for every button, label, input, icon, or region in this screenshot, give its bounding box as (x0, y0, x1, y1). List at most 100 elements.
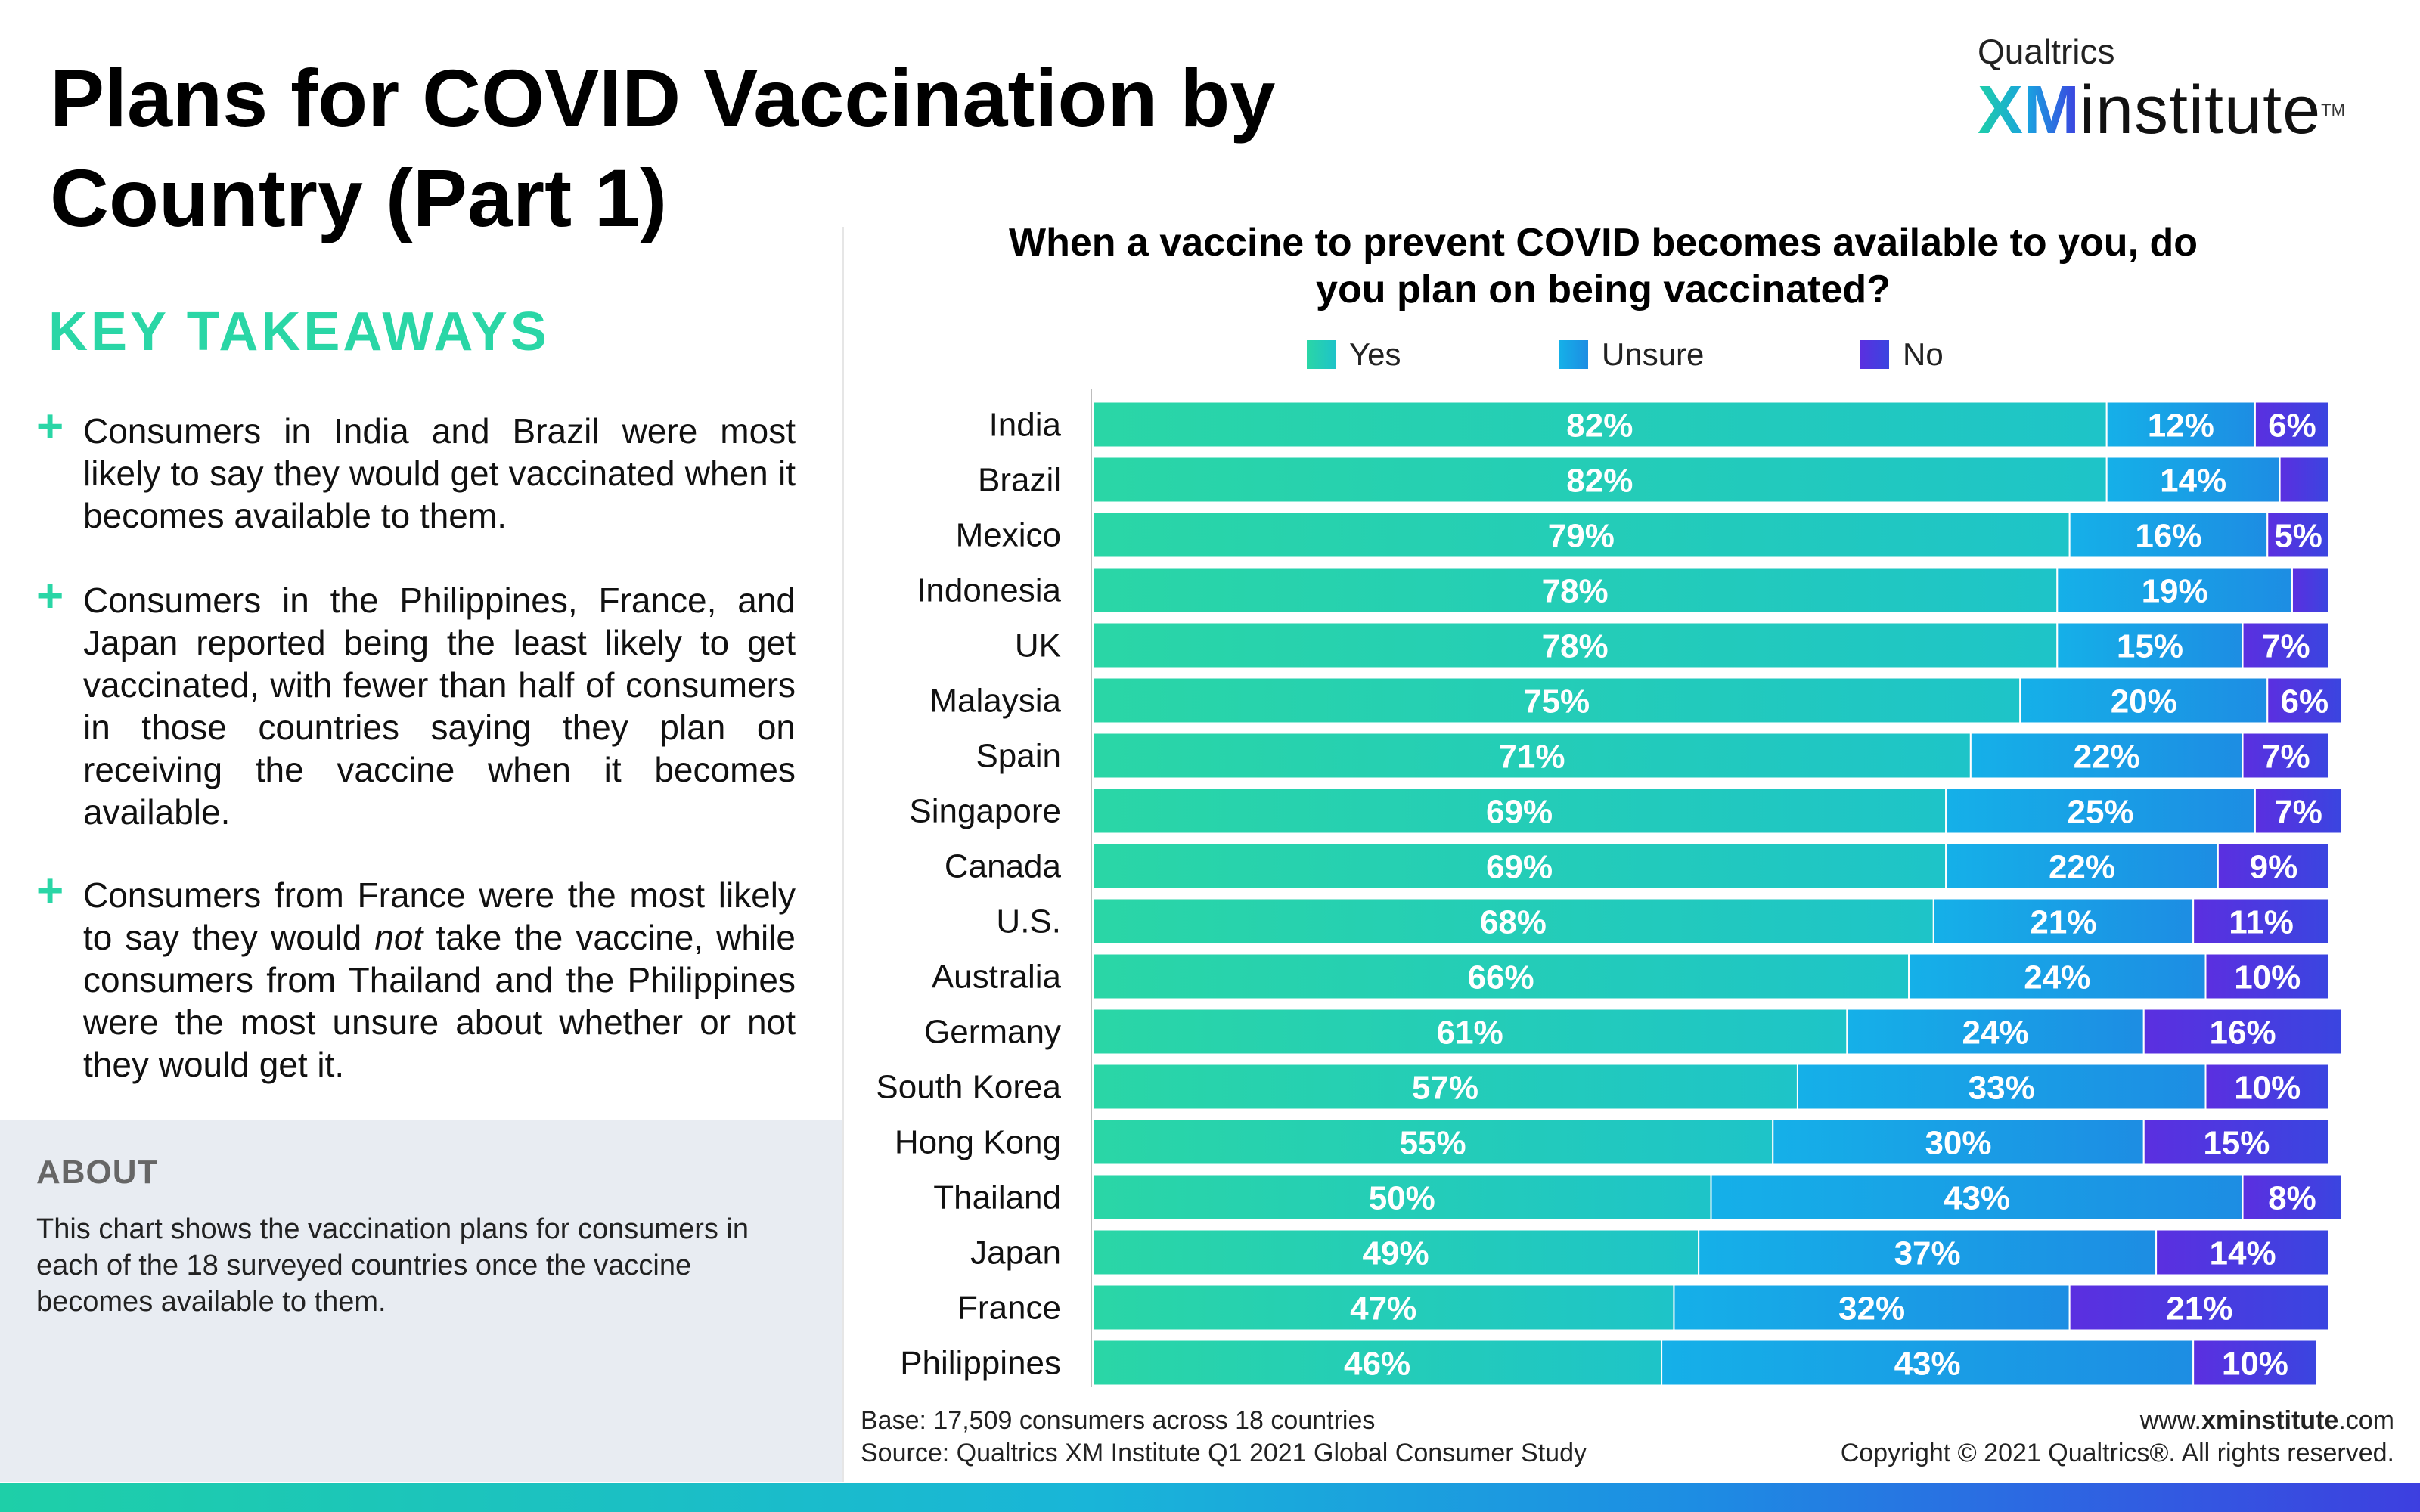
legend-label-yes: Yes (1349, 336, 1401, 372)
category-label: India (989, 407, 1062, 444)
vaccination-bar-chart: India 82% 12% 6% Brazil 82% 14% Mexico 79% 16% 5% I… (876, 389, 2343, 1387)
bar-segment-unsure (2068, 511, 2269, 559)
data-label: 24% (1962, 1015, 2029, 1052)
bar-segment-yes (1092, 511, 2071, 559)
bar-segment-unsure (1661, 1339, 2195, 1387)
copyright: Copyright © 2021 Qualtrics®. All rights … (1840, 1439, 2394, 1467)
bar-segment-yes (1092, 456, 2108, 503)
data-label: 82% (1566, 407, 1633, 445)
category-label: Japan (970, 1235, 1061, 1272)
data-label: 66% (1468, 959, 1534, 996)
data-label: 15% (2117, 628, 2183, 665)
category-label: Indonesia (917, 572, 1061, 609)
category-label: Spain (976, 738, 1061, 775)
brand-trademark: TM (2321, 101, 2345, 119)
bar-segment-no (2266, 677, 2343, 724)
legend-item-unsure: Unsure (1559, 336, 1704, 373)
takeaway-emphasis: not (374, 918, 424, 957)
bar-segment-no (2142, 1118, 2330, 1166)
footer-right: www.xminstitute.com Copyright © 2021 Qua… (1841, 1405, 2394, 1470)
bar-segment-yes (1092, 1339, 1663, 1387)
data-label: 71% (1498, 739, 1565, 776)
data-label: 10% (2234, 1070, 2301, 1107)
data-label: 49% (1363, 1235, 1429, 1272)
legend-label-unsure: Unsure (1602, 336, 1705, 372)
bar-segment-yes (1092, 787, 1947, 835)
bar-segment-yes (1092, 1228, 1700, 1276)
brand-company: Qualtrics (1978, 32, 2115, 71)
bar-segment-no (2291, 566, 2330, 614)
category-label: U.S. (996, 903, 1061, 940)
category-label: Singapore (909, 793, 1061, 830)
data-label: 10% (2222, 1346, 2288, 1383)
data-label: 22% (2049, 849, 2115, 886)
bar-segment-no (2254, 787, 2343, 835)
data-label: 7% (2274, 794, 2322, 831)
data-label: 10% (2234, 959, 2301, 996)
bar-segment-no (2192, 897, 2331, 945)
bar-segment-no (2155, 1228, 2330, 1276)
takeaway-text: Consumers in the Philippines, France, an… (83, 581, 796, 832)
data-label: 6% (2281, 683, 2329, 720)
data-label: 69% (1486, 794, 1553, 831)
data-label: 25% (2067, 794, 2133, 831)
website-link[interactable]: www.xminstitute.com (2139, 1406, 2394, 1435)
bar-segment-no (2068, 1284, 2331, 1331)
bar-segment-yes (1092, 732, 1972, 779)
about-text: This chart shows the vaccination plans f… (36, 1213, 749, 1318)
about-heading: ABOUT (36, 1154, 159, 1191)
data-label: 79% (1548, 518, 1615, 555)
category-label: Malaysia (929, 683, 1061, 720)
bar-segment-unsure (1673, 1284, 2071, 1331)
data-label: 47% (1350, 1290, 1416, 1328)
bar-segment-no (2204, 1063, 2330, 1111)
legend-swatch-no (1860, 340, 1889, 369)
legend-swatch-yes (1307, 340, 1336, 369)
bar-segment-unsure (1796, 1063, 2207, 1111)
data-label: 9% (2250, 849, 2298, 886)
category-label: Australia (932, 959, 1062, 996)
data-label: 7% (2262, 739, 2310, 776)
takeaway-item: + Consumers from France were the most li… (36, 868, 796, 1086)
legend-label-no: No (1903, 336, 1944, 372)
bar-segment-yes (1092, 897, 1934, 945)
bar-segment-no (2204, 953, 2330, 1000)
data-label: 6% (2268, 407, 2316, 445)
brand-institute: institute (2080, 73, 2322, 148)
bar-segment-yes (1092, 621, 2059, 669)
footnote-source: Source: Qualtrics XM Institute Q1 2021 G… (861, 1439, 1587, 1467)
bar-segment-unsure (1710, 1173, 2244, 1221)
chart-title: When a vaccine to prevent COVID becomes … (1009, 221, 2198, 311)
data-label: 78% (1542, 628, 1609, 665)
bar-segment-yes (1092, 1118, 1774, 1166)
category-label: Germany (924, 1014, 1061, 1051)
bar-segment-no (2217, 842, 2330, 890)
plus-icon: + (36, 865, 64, 917)
data-label: 11% (2229, 904, 2294, 941)
bar-segment-yes (1092, 1008, 1848, 1055)
bar-segment-no (2192, 1339, 2318, 1387)
data-label: 43% (1944, 1180, 2010, 1217)
page-title: Plans for COVID Vaccination by Country (… (50, 52, 1276, 243)
category-label: Thailand (933, 1179, 1061, 1216)
key-takeaways-heading: KEY TAKEAWAYS (48, 302, 550, 362)
data-label: 50% (1369, 1180, 1435, 1217)
takeaway-text-before: Consumers from France were the most like… (83, 875, 796, 957)
bar-segment-no (2242, 732, 2331, 779)
takeaway-item: + Consumers in the Philippines, France, … (36, 573, 796, 833)
data-label: 55% (1400, 1125, 1466, 1162)
data-label: 57% (1412, 1070, 1478, 1107)
bar-segment-unsure (2105, 456, 2281, 503)
data-label: 32% (1838, 1290, 1905, 1328)
brand-wordmark: XMinstituteTM (1978, 74, 2371, 147)
plus-icon: + (36, 401, 64, 453)
bottom-gradient-bar (0, 1483, 2420, 1512)
takeaway-text: Consumers from France were the most like… (83, 874, 796, 1086)
takeaway-item: + Consumers in India and Brazil were mos… (36, 404, 796, 537)
data-label: 20% (2111, 683, 2177, 720)
category-label: UK (1015, 627, 1061, 665)
data-label: 46% (1344, 1346, 1410, 1383)
bar-segment-unsure (2056, 566, 2293, 614)
data-label: 82% (1566, 463, 1633, 500)
bar-segment-yes (1092, 1284, 1675, 1331)
